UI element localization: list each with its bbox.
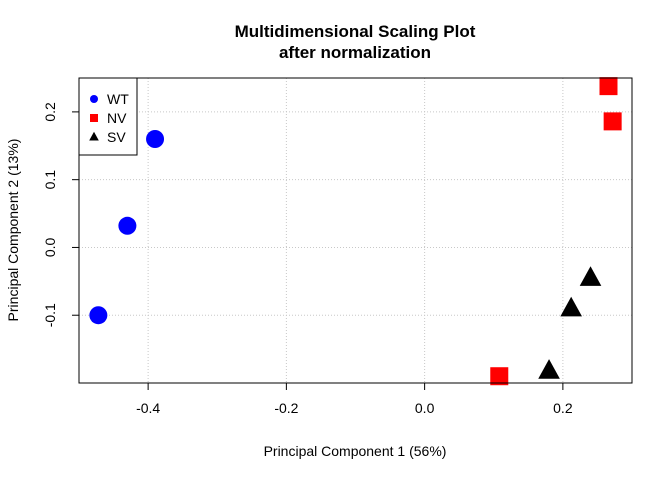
x-tick-label-3: 0.2 [553,400,573,416]
data-points [89,77,622,386]
y-tick-label-3: 0.2 [42,102,58,122]
x-tick-label-1: -0.2 [274,400,298,416]
point-sv-1 [560,296,582,317]
legend-label-sv: SV [107,129,126,145]
y-tick-label-2: 0.1 [42,170,58,190]
x-axis: -0.4 -0.2 0.0 0.2 [136,383,573,416]
legend-box [78,77,138,156]
point-nv-0 [599,77,618,96]
legend-marker-nv [90,114,98,122]
point-sv-2 [538,359,560,379]
point-wt-1 [118,216,137,235]
point-wt-2 [89,306,108,325]
y-tick-label-0: -0.1 [42,303,58,327]
x-axis-label: Principal Component 1 (56%) [264,443,447,459]
legend-label-wt: WT [107,91,129,107]
grid [79,78,632,383]
point-wt-0 [146,130,165,148]
y-axis: -0.1 0.0 0.1 0.2 [42,102,79,327]
x-tick-label-2: 0.0 [415,400,435,416]
point-nv-1 [603,112,622,131]
point-nv-2 [490,367,509,386]
legend-marker-wt [90,95,98,103]
x-tick-label-0: -0.4 [136,400,160,416]
legend-label-nv: NV [107,110,127,126]
chart-subtitle: after normalization [279,43,431,62]
y-axis-label: Principal Component 2 (13%) [5,139,21,322]
point-sv-0 [579,266,602,286]
plot-frame [78,77,633,384]
legend: WT NV SV [78,77,138,156]
legend-marker-sv [89,131,99,141]
y-tick-label-1: 0.0 [42,238,58,258]
chart-title: Multidimensional Scaling Plot [235,22,476,41]
